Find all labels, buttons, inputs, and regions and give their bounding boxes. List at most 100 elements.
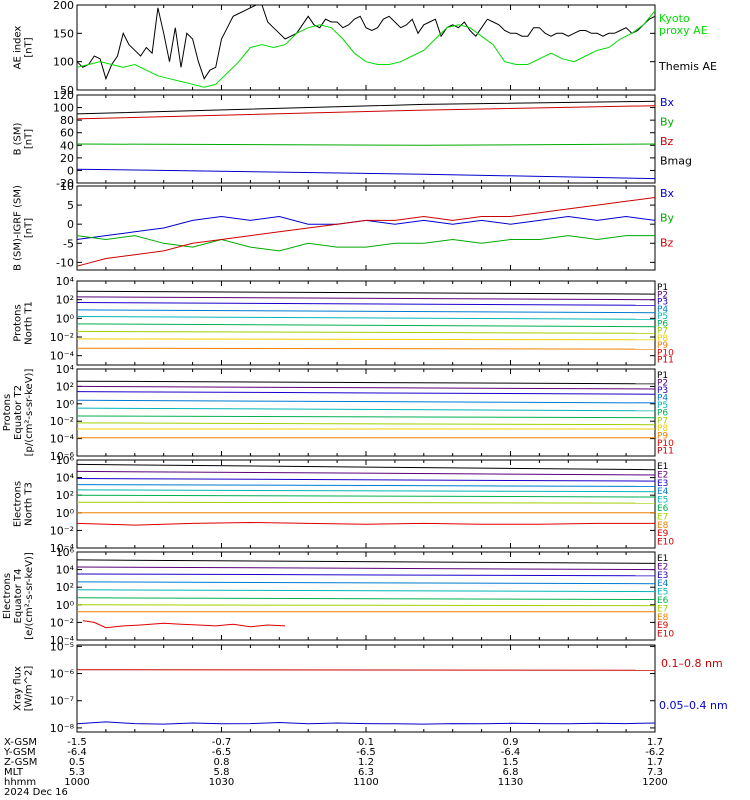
- legend: Bx By Bz Bmag: [660, 96, 692, 168]
- legend-entry: E7: [657, 512, 668, 522]
- legend-entry: P10: [657, 348, 674, 358]
- x-axis-value: -6.5: [212, 747, 232, 758]
- legend: 0.1–0.8 nm 0.05–0.4 nm: [659, 657, 728, 712]
- y-tick-label: 10: [60, 180, 74, 193]
- series-line-p5: [76, 407, 656, 412]
- x-axis-value: 1200: [642, 777, 667, 788]
- series-line-e1: [76, 559, 656, 564]
- y-tick-label: 10⁰: [56, 507, 75, 520]
- legend-entry: E10: [657, 538, 674, 548]
- y-axis-label: North T3: [24, 482, 35, 526]
- legend-entry: P6: [657, 409, 668, 419]
- legend-entry: P8: [657, 424, 668, 434]
- legend-entry: P3: [657, 386, 668, 396]
- y-tick-label: 10⁴: [56, 275, 75, 288]
- legend-entry: E3: [657, 571, 668, 581]
- y-axis-label: [nT]: [24, 218, 35, 238]
- series-line-e4: [76, 484, 656, 487]
- series-line-p9: [76, 347, 656, 350]
- x-axis-row-label: Z-GSM: [4, 757, 37, 768]
- y-tick-label: 80: [60, 114, 74, 127]
- y-tick-label: 200: [53, 0, 74, 12]
- x-axis-value: 1.2: [358, 757, 374, 768]
- y-tick-label: 10⁻⁶: [50, 450, 75, 463]
- series-line-p4: [76, 309, 656, 314]
- y-tick-label: 120: [53, 89, 74, 102]
- y-tick-label: 10⁻²: [50, 415, 74, 428]
- legend-entry: P4: [657, 305, 668, 315]
- y-tick-label: 10⁻⁴: [50, 634, 75, 647]
- series-line-e5: [76, 489, 656, 493]
- y-axis-label: [nT]: [24, 37, 35, 57]
- y-axis-label: Equator T2: [13, 385, 24, 440]
- x-axis-labels: X-GSM -1.5 -0.7 0.1 0.9 1.7 Y-GSM -6.4 -6.5 -6.5 -…: [3, 737, 668, 798]
- x-axis-value: 0.9: [503, 737, 519, 748]
- y-tick-label: 10⁻⁴: [50, 433, 75, 446]
- y-tick-label: 10⁻⁴: [50, 350, 75, 363]
- legend-entry: E10: [657, 630, 674, 640]
- panel-3: -10 -5 0 5 10 B (SM)-IGRF (SM) [nT] Bx By Bz: [13, 180, 675, 271]
- legend-entry: P4: [657, 394, 668, 404]
- y-axis-label: Equator T4: [13, 569, 24, 624]
- legend-entry: Bz: [660, 236, 674, 249]
- series-line-p6: [76, 323, 656, 328]
- legend-entry: E8: [657, 521, 669, 531]
- series-line-p1: [76, 290, 656, 295]
- legend-entry: Themis AE: [658, 60, 717, 73]
- legend-entry: Bz: [660, 135, 674, 148]
- x-axis-value: 5.8: [214, 767, 230, 778]
- y-tick-label: 20: [60, 152, 74, 165]
- y-tick-label: 10²: [56, 581, 74, 594]
- x-axis-value: 0.8: [214, 757, 230, 768]
- legend-entry: E5: [657, 588, 668, 598]
- x-axis-value: 1130: [498, 777, 523, 788]
- series-line-p5: [76, 316, 656, 320]
- series-line-e6: [76, 597, 656, 600]
- y-tick-label: 10⁰: [56, 398, 75, 411]
- legend-entry: P5: [657, 312, 668, 322]
- series-line-p2: [76, 385, 656, 390]
- x-axis-row-label: X-GSM: [4, 737, 37, 748]
- y-axis-label: [nT]: [24, 129, 35, 149]
- y-tick-label: 10⁻⁴: [50, 542, 75, 555]
- y-tick-label: 10⁴: [56, 472, 75, 485]
- x-axis-value: 5.3: [69, 767, 85, 778]
- series-line-e9: [82, 620, 286, 629]
- y-tick-label: -5: [63, 237, 74, 250]
- y-tick-label: 60: [60, 127, 74, 140]
- legend-entry: By: [660, 116, 675, 129]
- legend-entry: E9: [657, 621, 669, 631]
- series-line-e5: [76, 589, 656, 593]
- legend-entry: E9: [657, 529, 669, 539]
- legend-entry: Bx: [660, 96, 675, 109]
- x-axis-value: 1.7: [647, 757, 663, 768]
- series-line-e7: [76, 604, 656, 607]
- y-tick-label: 10⁴: [56, 564, 75, 577]
- y-tick-label: 5: [67, 199, 74, 212]
- series-line-bz: [76, 105, 656, 120]
- series-line-bx: [76, 168, 656, 180]
- date-label: 2024 Dec 16: [4, 787, 68, 798]
- series-line-0-1-0-8-nm: [76, 669, 656, 671]
- x-axis-value: 6.8: [503, 767, 519, 778]
- panel-frame: [76, 644, 656, 733]
- y-tick-label: 10²: [56, 489, 74, 502]
- y-tick-label: 10⁰: [56, 599, 75, 612]
- series-line-kyoto-proxy-ae: [76, 10, 656, 88]
- y-axis-label: Protons: [13, 304, 24, 341]
- y-axis-label: Electrons: [2, 573, 13, 619]
- legend-entry: P7: [657, 327, 668, 337]
- legend-entry: E6: [657, 504, 669, 514]
- legend: Bx By Bz: [660, 187, 675, 249]
- y-tick-label: 10⁻²: [50, 616, 74, 629]
- series-line-e7: [76, 501, 656, 504]
- x-axis-value: -6.4: [501, 747, 521, 758]
- legend-entry: P10: [657, 439, 674, 449]
- series-line-p1: [76, 380, 656, 385]
- y-axis-label: AE index: [13, 26, 24, 70]
- panel-8: 10⁻⁸ 10⁻⁷ 10⁻⁶ 10⁻⁵ Xray flux [W/m^2] 0.1–0.8 …: [13, 640, 728, 735]
- y-tick-label: 10⁻²: [50, 524, 74, 537]
